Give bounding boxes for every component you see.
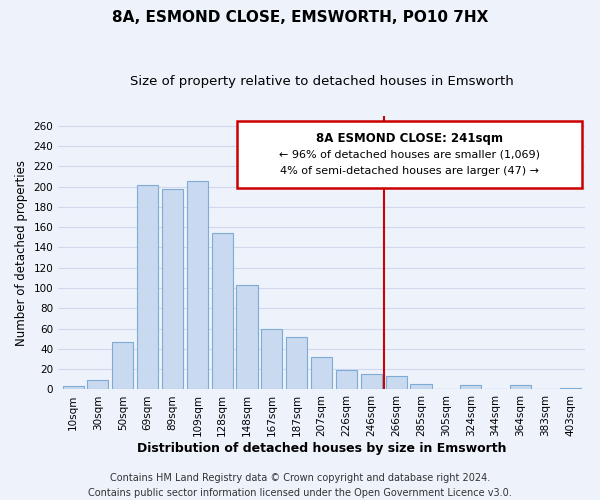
Bar <box>162 188 183 390</box>
Title: Size of property relative to detached houses in Emsworth: Size of property relative to detached ho… <box>130 75 514 88</box>
Bar <box>187 182 208 390</box>
Bar <box>112 342 133 390</box>
Text: 8A ESMOND CLOSE: 241sqm: 8A ESMOND CLOSE: 241sqm <box>316 132 503 145</box>
Y-axis label: Number of detached properties: Number of detached properties <box>15 160 28 346</box>
Bar <box>460 386 481 390</box>
Bar <box>361 374 382 390</box>
Bar <box>510 386 531 390</box>
Bar <box>560 388 581 390</box>
Bar <box>88 380 109 390</box>
X-axis label: Distribution of detached houses by size in Emsworth: Distribution of detached houses by size … <box>137 442 506 455</box>
Text: 8A, ESMOND CLOSE, EMSWORTH, PO10 7HX: 8A, ESMOND CLOSE, EMSWORTH, PO10 7HX <box>112 10 488 25</box>
Bar <box>410 384 431 390</box>
Bar <box>311 357 332 390</box>
Bar <box>62 386 83 390</box>
Bar <box>212 233 233 390</box>
Bar <box>236 285 257 390</box>
Bar <box>336 370 357 390</box>
Bar <box>262 328 283 390</box>
Bar <box>137 184 158 390</box>
Text: 4% of semi-detached houses are larger (47) →: 4% of semi-detached houses are larger (4… <box>280 166 539 176</box>
Bar <box>386 376 407 390</box>
FancyBboxPatch shape <box>237 121 583 188</box>
Text: Contains HM Land Registry data © Crown copyright and database right 2024.
Contai: Contains HM Land Registry data © Crown c… <box>88 472 512 498</box>
Text: ← 96% of detached houses are smaller (1,069): ← 96% of detached houses are smaller (1,… <box>280 150 541 160</box>
Bar <box>286 336 307 390</box>
